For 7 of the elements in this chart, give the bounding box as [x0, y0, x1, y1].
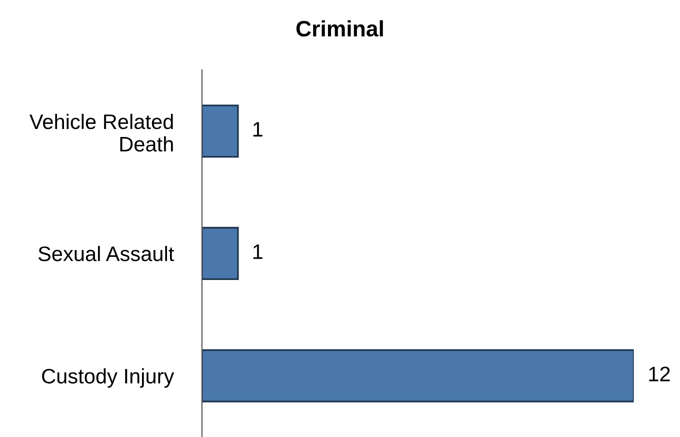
data-label: 12	[649, 366, 670, 382]
data-label: 1	[253, 244, 262, 259]
data-label: 1	[253, 122, 262, 136]
chart-title: Criminal	[296, 20, 383, 37]
y-tick-label: Custody Injury	[42, 368, 174, 388]
y-tick-label: Sexual Assault	[38, 246, 174, 262]
y-tick-label: Vehicle Related Death	[30, 114, 173, 152]
